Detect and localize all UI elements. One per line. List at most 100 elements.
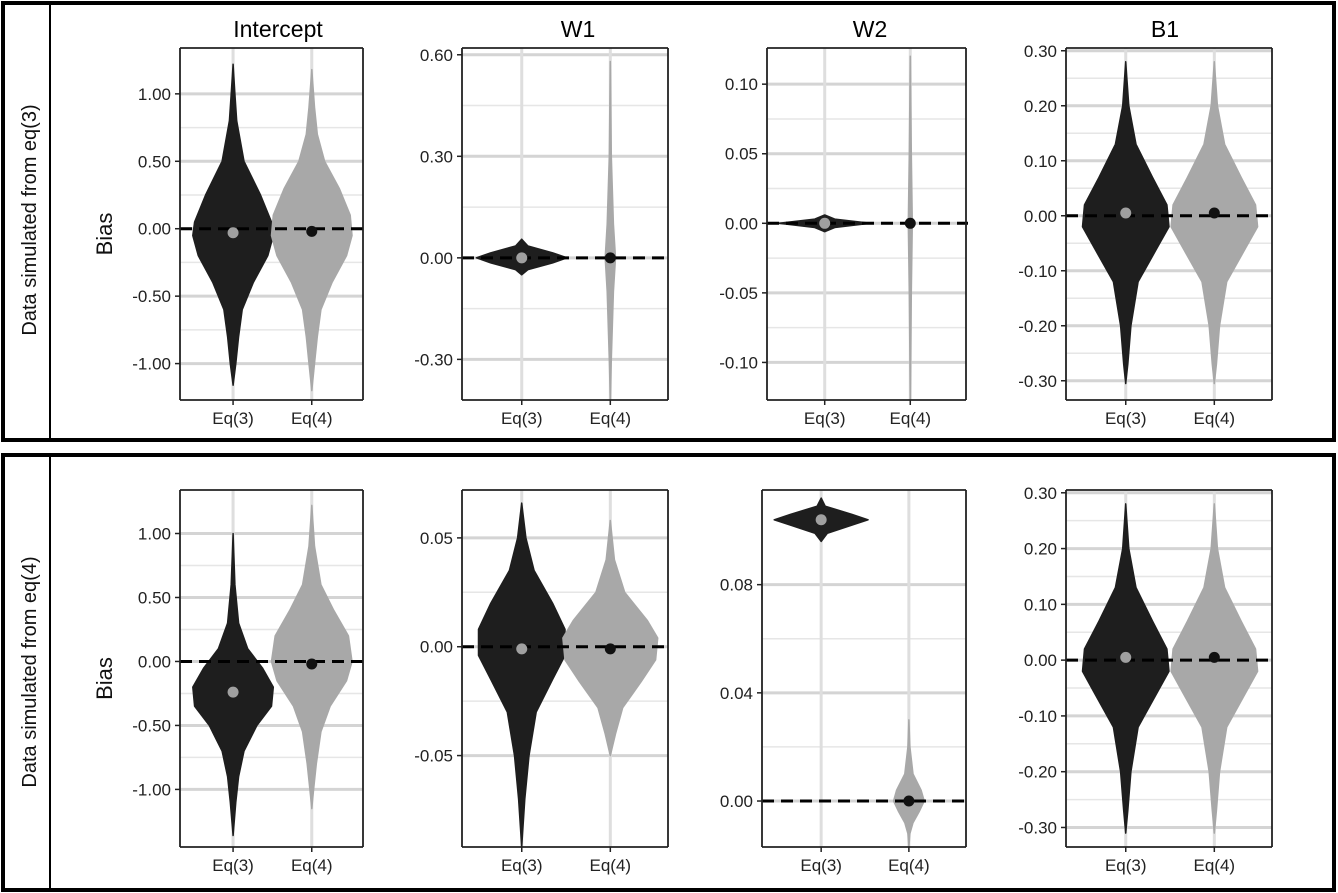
- y-tick-label: 0.00: [138, 652, 171, 671]
- y-tick-label: 0.00: [720, 792, 753, 811]
- mean-point-eq3: [516, 643, 528, 655]
- y-tick-label: -0.20: [1018, 317, 1057, 336]
- y-tick-label: 0.00: [420, 638, 453, 657]
- violin-eq4: [1170, 61, 1259, 385]
- x-tick-label: Eq(3): [1105, 856, 1147, 875]
- y-tick-label: 0.00: [420, 249, 453, 268]
- mean-point-eq3: [815, 514, 827, 526]
- x-tick-label: Eq(4): [888, 856, 930, 875]
- y-tick-label: -0.05: [414, 747, 453, 766]
- x-tick-label: Eq(4): [590, 409, 632, 428]
- mean-point-eq3: [819, 217, 831, 229]
- y-tick-label: -0.30: [414, 350, 453, 369]
- violin-eq4: [892, 719, 925, 848]
- violin-eq4: [270, 504, 353, 810]
- y-tick-label: 0.10: [1024, 595, 1057, 614]
- y-tick-label: 1.00: [138, 525, 171, 544]
- chart-panel: 0.30 0.20 0.10 0.00 -0.10 -0.20 -0.30 Eq(3) Eq(4…: [1018, 484, 1274, 875]
- y-tick-label: 0.05: [420, 529, 453, 548]
- y-tick-label: 0.30: [1024, 484, 1057, 503]
- mean-point-eq4: [904, 217, 916, 229]
- y-tick-label: 0.60: [420, 46, 453, 65]
- violin-eq3: [1081, 61, 1170, 385]
- y-tick-label: 0.05: [725, 145, 758, 164]
- y-tick-label: -0.05: [719, 284, 758, 303]
- mean-point-eq4: [1208, 207, 1220, 219]
- y-tick-label: 0.00: [1024, 651, 1057, 670]
- x-tick-label: Eq(3): [804, 409, 846, 428]
- x-tick-label: Eq(4): [1194, 856, 1236, 875]
- y-tick-label: -0.20: [1018, 763, 1057, 782]
- mean-point-eq3: [516, 252, 528, 264]
- mean-point-eq3: [1120, 651, 1132, 663]
- chart-panel: 0.10 0.05 0.00 -0.05 -0.10 Eq(3) Eq(4): [719, 47, 968, 428]
- y-tick-label: -0.30: [1018, 818, 1057, 837]
- chart-panel: 1.00 0.50 0.00 -0.50 -1.00 Eq(3) Eq(4) Bias: [92, 47, 365, 428]
- column-title: Intercept: [233, 16, 323, 42]
- y-tick-label: -0.10: [1018, 707, 1057, 726]
- chart-panel: 0.30 0.20 0.10 0.00 -0.10 -0.20 -0.30 Eq(3) Eq(4…: [1018, 42, 1274, 428]
- y-tick-label: -0.50: [132, 287, 171, 306]
- y-tick-label: -0.30: [1018, 372, 1057, 391]
- column-title: W2: [853, 16, 888, 42]
- chart-panel: 1.00 0.50 0.00 -0.50 -1.00 Eq(3) Eq(4) Bias: [92, 489, 365, 875]
- mean-point-eq4: [306, 225, 318, 237]
- y-tick-label: -0.10: [719, 353, 758, 372]
- violin-eq4: [604, 60, 617, 401]
- x-tick-label: Eq(3): [212, 856, 254, 875]
- y-tick-label: 0.04: [720, 684, 753, 703]
- mean-point-eq4: [604, 252, 616, 264]
- violin-eq3: [1081, 503, 1170, 834]
- x-tick-label: Eq(3): [501, 409, 543, 428]
- y-tick-label: 0.00: [725, 214, 758, 233]
- mean-point-eq4: [903, 795, 915, 807]
- y-tick-label: 0.50: [138, 588, 171, 607]
- row-label: Data simulated from eq(4): [19, 556, 41, 787]
- y-tick-label: 0.50: [138, 152, 171, 171]
- chart-panel: 0.60 0.30 0.00 -0.30 Eq(3) Eq(4): [414, 46, 670, 428]
- mean-point-eq4: [604, 643, 616, 655]
- y-tick-label: -1.00: [132, 355, 171, 374]
- x-tick-label: Eq(3): [1105, 409, 1147, 428]
- violin-eq3: [192, 63, 275, 386]
- row-frame-eq4: [1, 453, 1336, 892]
- mean-point-eq3: [1120, 207, 1132, 219]
- y-tick-label: -1.00: [132, 780, 171, 799]
- y-tick-label: 0.00: [1024, 207, 1057, 226]
- y-tick-label: 0.30: [1024, 42, 1057, 61]
- y-tick-label: 0.20: [1024, 540, 1057, 559]
- violin-eq3: [477, 502, 566, 848]
- y-tick-label: -0.10: [1018, 262, 1057, 281]
- x-tick-label: Eq(3): [501, 856, 543, 875]
- column-title: W1: [561, 16, 596, 42]
- y-tick-label: 0.08: [720, 576, 753, 595]
- x-tick-label: Eq(4): [889, 409, 931, 428]
- y-axis-label: Bias: [92, 657, 117, 700]
- y-tick-label: 0.10: [1024, 152, 1057, 171]
- y-tick-label: 0.10: [725, 75, 758, 94]
- chart-panel: 0.08 0.04 0.00 Eq(3) Eq(4): [720, 489, 968, 875]
- chart-panel: 0.05 0.00 -0.05 Eq(3) Eq(4): [414, 489, 670, 875]
- x-tick-label: Eq(4): [291, 409, 333, 428]
- y-tick-label: -0.50: [132, 716, 171, 735]
- x-tick-label: Eq(4): [590, 856, 632, 875]
- y-axis-label: Bias: [92, 213, 117, 256]
- row-label: Data simulated from eq(3): [19, 104, 41, 335]
- y-tick-label: 0.00: [138, 220, 171, 239]
- column-title: B1: [1151, 16, 1179, 42]
- y-tick-label: 1.00: [138, 85, 171, 104]
- y-tick-label: 0.30: [420, 147, 453, 166]
- x-tick-label: Eq(3): [212, 409, 254, 428]
- x-tick-label: Eq(3): [800, 856, 842, 875]
- x-tick-label: Eq(4): [291, 856, 333, 875]
- mean-point-eq3: [227, 227, 239, 239]
- mean-point-eq4: [306, 658, 318, 670]
- violin-eq4: [1170, 503, 1259, 834]
- mean-point-eq4: [1208, 651, 1220, 663]
- panels-group: 1.00 0.50 0.00 -0.50 -1.00 Eq(3) Eq(4) Bias 0.60…: [92, 42, 1274, 875]
- violin-eq4: [562, 519, 659, 757]
- row-frame-eq3: [1, 1, 1336, 442]
- mean-point-eq3: [227, 686, 239, 698]
- y-tick-label: 0.20: [1024, 97, 1057, 116]
